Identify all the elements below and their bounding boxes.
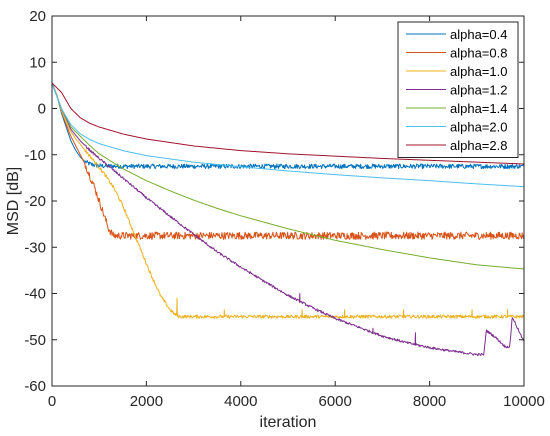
y-tick-label: -10 [24,147,46,164]
x-tick-label: 0 [48,393,56,410]
legend-label-3: alpha=1.2 [450,83,507,98]
series-line-0 [51,82,525,170]
series-line-3 [51,82,525,357]
legend: alpha=0.4 alpha=0.8 alpha=1.0 alpha=1.2 alph… [397,21,519,158]
y-tick-label: -30 [24,239,46,256]
y-tick-label: -20 [24,193,46,210]
x-tick-label: 2000 [130,393,163,410]
legend-label-6: alpha=2.8 [450,138,507,153]
y-tick-label: -60 [24,378,46,395]
y-tick-label: -50 [24,332,46,349]
series-layer [51,82,525,357]
x-tick-label: 6000 [319,393,352,410]
series-line-2 [51,82,525,319]
y-axis: -60 -50 -40 -30 -20 -10 0 10 20 [24,8,524,395]
series-line-5 [51,82,525,188]
y-tick-label: 10 [29,54,46,71]
series-line-4 [51,82,525,270]
x-tick-label: 4000 [224,393,257,410]
legend-label-5: alpha=2.0 [450,120,507,135]
y-axis-label: MSD [dB] [5,167,22,235]
y-tick-label: 20 [29,8,46,25]
x-tick-label: 8000 [413,393,446,410]
series-line-6 [51,82,525,165]
x-axis-label: iteration [260,414,317,431]
y-tick-label: -40 [24,286,46,303]
legend-label-4: alpha=1.4 [450,101,507,116]
x-tick-label: 10000 [503,393,545,410]
series-line-1 [51,82,525,240]
legend-label-1: alpha=0.8 [450,46,507,61]
legend-label-2: alpha=1.0 [450,64,507,79]
y-tick-label: 0 [38,101,46,118]
x-axis: 0 2000 4000 6000 8000 10000 [48,16,545,410]
legend-label-0: alpha=0.4 [450,27,507,42]
